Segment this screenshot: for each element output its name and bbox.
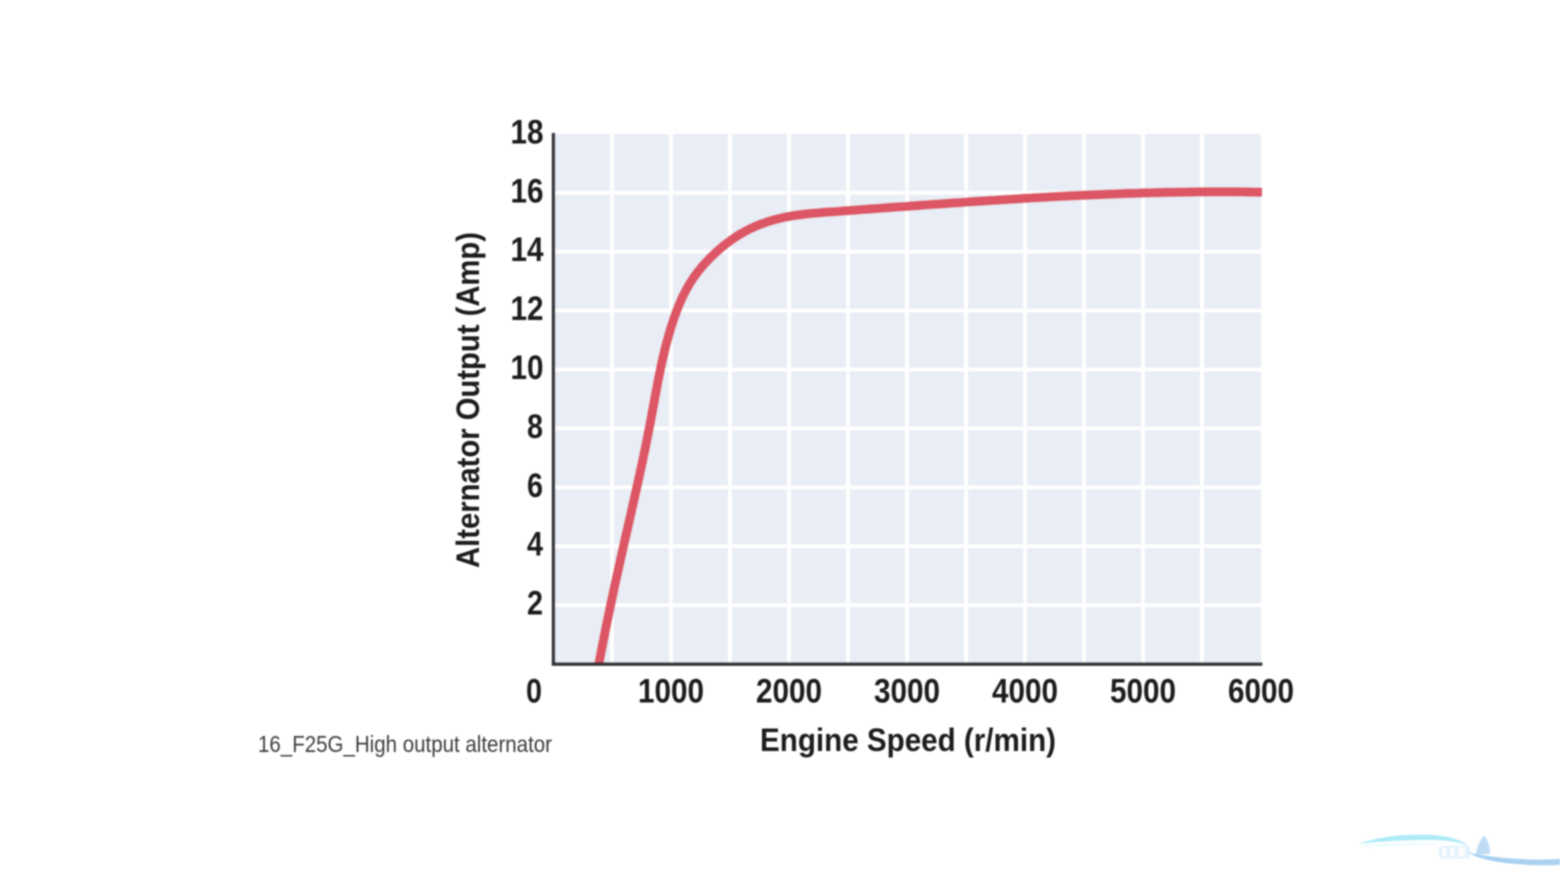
svg-text:Engine Speed (r/min): Engine Speed (r/min) xyxy=(760,722,1056,758)
svg-text:14: 14 xyxy=(511,231,544,269)
svg-text:2000: 2000 xyxy=(756,673,822,711)
svg-text:16_F25G_High output alternator: 16_F25G_High output alternator xyxy=(258,731,552,757)
svg-text:18: 18 xyxy=(511,113,544,151)
svg-text:3000: 3000 xyxy=(874,673,940,711)
svg-text:10: 10 xyxy=(511,349,544,387)
svg-text:6000: 6000 xyxy=(1228,673,1294,711)
svg-text:6: 6 xyxy=(527,467,543,505)
svg-text:12: 12 xyxy=(511,290,544,328)
svg-text:16: 16 xyxy=(511,172,544,210)
svg-text:8: 8 xyxy=(527,408,543,446)
svg-text:1000: 1000 xyxy=(638,673,704,711)
svg-text:2: 2 xyxy=(527,585,543,623)
svg-text:Alternator Output (Amp): Alternator Output (Amp) xyxy=(450,232,486,568)
svg-text:5000: 5000 xyxy=(1110,673,1176,711)
svg-text:4000: 4000 xyxy=(992,673,1058,711)
svg-text:0: 0 xyxy=(526,673,542,711)
svg-text:4: 4 xyxy=(527,526,543,564)
